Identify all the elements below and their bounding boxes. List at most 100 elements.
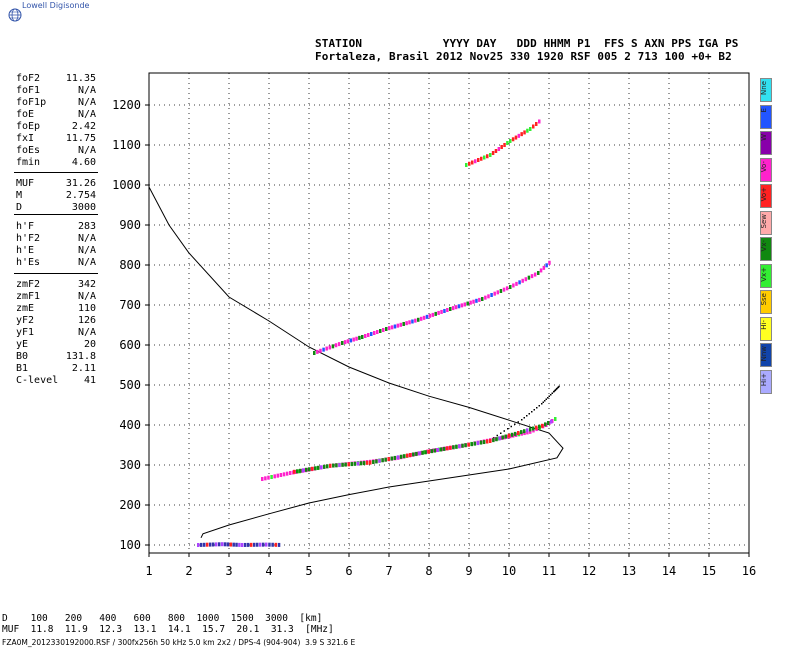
echo-point (256, 542, 259, 547)
echo-point (529, 127, 532, 131)
y-tick-label: 200 (119, 498, 141, 512)
echo-point (495, 437, 498, 442)
param-value: N/A (77, 233, 96, 244)
mode-voplus: Vo+ (760, 184, 772, 208)
echo-point (512, 283, 515, 288)
model-trace-dot (542, 401, 544, 403)
param-yf2: yF2 126 (16, 315, 96, 327)
echo-point (545, 263, 548, 268)
y-tick-label: 900 (119, 218, 141, 232)
echo-point (317, 465, 320, 470)
param-fof1: foF1 N/A (16, 85, 96, 97)
param-h-es: h'Es N/A (16, 257, 96, 269)
echo-point (476, 441, 480, 446)
echo-point (369, 460, 372, 465)
echo-point (520, 430, 523, 435)
echo-point (364, 334, 367, 338)
echo-point (547, 421, 550, 425)
echo-point (520, 132, 523, 137)
param-value: 11.75 (65, 133, 96, 144)
echo-point (378, 458, 381, 463)
param-value: 126 (77, 315, 96, 326)
echo-point (502, 287, 506, 292)
echo-point (409, 453, 412, 457)
echo-point (419, 316, 423, 321)
echo-point (530, 274, 534, 279)
model-trace-dot (507, 428, 509, 430)
echo-point (384, 457, 387, 462)
model-trace-dot (533, 409, 535, 411)
plot-frame (148, 72, 750, 554)
echo-point (477, 158, 480, 162)
mode-nnw: Nnw (760, 343, 772, 367)
echo-point (542, 265, 546, 270)
echo-point (247, 542, 250, 547)
echo-point (524, 277, 528, 282)
echo-point (449, 307, 452, 311)
mode-label: Sew (760, 213, 768, 228)
echo-point (390, 325, 394, 330)
echo-point (473, 441, 477, 446)
echo-point (538, 119, 541, 124)
param-label: zmE (16, 303, 35, 314)
echo-point (271, 542, 274, 547)
param-value: N/A (77, 97, 96, 108)
x-tick-label: 10 (502, 564, 516, 578)
echo-point (537, 271, 540, 275)
echo-point (483, 155, 486, 160)
model-trace-dot (517, 421, 519, 423)
echo-point (467, 442, 470, 447)
echo-point (382, 328, 385, 332)
echo-point (350, 462, 354, 467)
model-trace-dot (545, 398, 547, 400)
y-tick-label: 1100 (112, 138, 141, 152)
mode-label: Sse (760, 293, 768, 306)
echo-point (481, 297, 484, 301)
echo-point (535, 425, 538, 430)
echo-point (430, 449, 434, 454)
param-label: foF1 (16, 85, 41, 96)
model-trace-dot (503, 430, 505, 432)
y-tick-label: 500 (119, 378, 141, 392)
y-tick-label: 400 (119, 418, 141, 432)
echo-point (529, 427, 532, 432)
echo-point (494, 149, 498, 153)
echo-point (285, 471, 289, 476)
param-ye: yE 20 (16, 339, 96, 351)
param-fxi: fxI 11.75 (16, 133, 96, 145)
echo-point (455, 444, 458, 449)
echo-point (498, 436, 501, 441)
footer-file-line: FZA0M_2012330192000.RSF / 300fx256h 50 k… (2, 638, 356, 647)
param-m: M 2.754 (16, 190, 96, 202)
echo-point (343, 340, 347, 345)
echo-point (503, 435, 506, 440)
header-line-2: Fortaleza, Brasil 2012 Nov25 330 1920 RS… (315, 50, 732, 63)
param-separator (14, 172, 98, 173)
echo-point (316, 349, 319, 354)
echo-point (526, 128, 529, 133)
echo-point (353, 461, 357, 466)
density-profile-line (148, 186, 564, 539)
param-label: foE (16, 109, 35, 120)
x-tick-label: 8 (425, 564, 432, 578)
mode-sse: Sse (760, 290, 772, 314)
echo-point (402, 321, 405, 326)
echo-point (305, 467, 308, 472)
param-d: D 3000 (16, 202, 96, 214)
x-tick-label: 13 (622, 564, 636, 578)
param-label: D (16, 202, 23, 213)
param-label: B0 (16, 351, 29, 362)
model-trace-dot (523, 417, 525, 419)
x-tick-label: 5 (305, 564, 312, 578)
param-value: 3000 (71, 202, 96, 213)
model-trace-dot (550, 394, 552, 396)
echo-point (332, 463, 335, 468)
echo-point (325, 346, 328, 351)
echo-point (433, 448, 437, 453)
echo-point (408, 320, 411, 325)
param-muf: MUF 31.26 (16, 178, 96, 190)
echo-point (538, 424, 541, 429)
echo-point (311, 466, 314, 471)
echo-point (322, 347, 325, 352)
echo-point (355, 336, 358, 341)
